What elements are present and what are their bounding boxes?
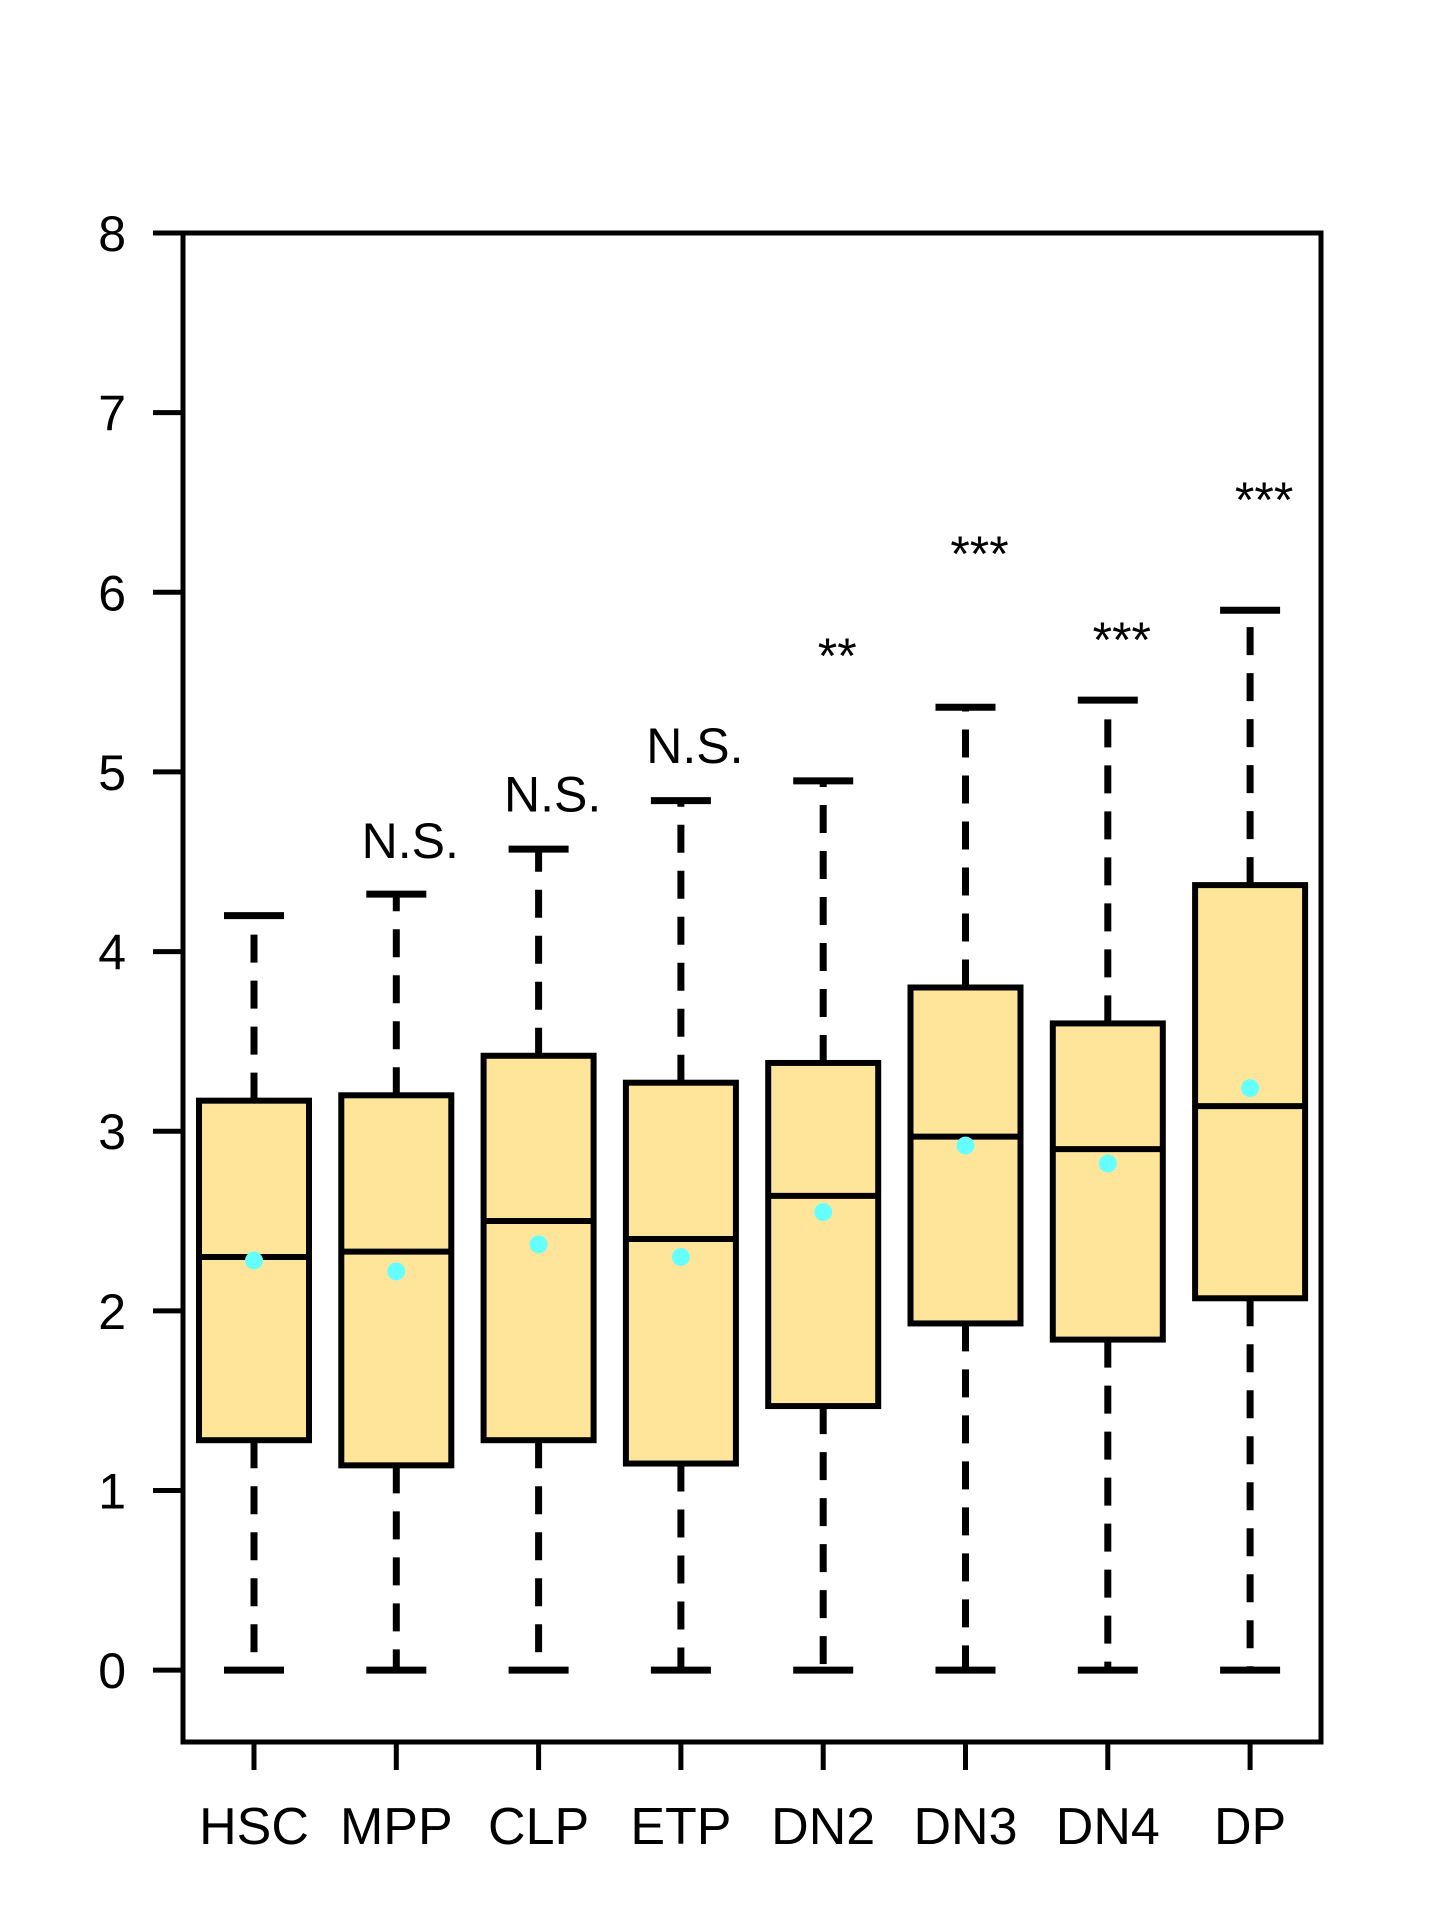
y-tick-label: 6 xyxy=(98,565,126,621)
x-tick-label: DP xyxy=(1214,1798,1286,1856)
iqr-box xyxy=(622,1079,739,1467)
mean-marker xyxy=(956,1136,975,1155)
significance-label: *** xyxy=(1093,612,1151,668)
y-tick-label: 3 xyxy=(98,1104,126,1160)
y-tick-label: 5 xyxy=(98,745,126,801)
significance-annotations: N.S.N.S.N.S.*********** xyxy=(362,472,1294,869)
iqr-box xyxy=(196,1097,312,1444)
iqr-box xyxy=(1049,1020,1166,1343)
significance-label: N.S. xyxy=(646,718,743,774)
y-tick-label: 7 xyxy=(98,386,126,442)
y-tick-label: 0 xyxy=(98,1643,126,1699)
mean-marker xyxy=(245,1251,263,1270)
box-clp xyxy=(480,845,597,1674)
significance-label: *** xyxy=(1235,472,1293,528)
significance-label: N.S. xyxy=(504,766,601,822)
y-tick-label: 2 xyxy=(98,1284,126,1340)
mean-marker xyxy=(387,1262,406,1281)
y-tick-label: 8 xyxy=(98,206,126,262)
mean-marker xyxy=(814,1203,833,1222)
box-etp xyxy=(622,797,739,1674)
significance-label: *** xyxy=(950,526,1008,582)
box-series xyxy=(196,606,1309,1674)
box-hsc xyxy=(196,912,312,1674)
plot-frame xyxy=(180,230,1324,1745)
significance-label: ** xyxy=(818,628,857,684)
y-tick-label: 4 xyxy=(98,925,126,981)
iqr-box xyxy=(765,1059,882,1410)
box-dn3 xyxy=(907,703,1024,1674)
mean-marker xyxy=(671,1247,690,1266)
x-tick-label: CLP xyxy=(488,1798,589,1856)
x-tick-label: DN4 xyxy=(1056,1798,1160,1856)
mean-marker xyxy=(1241,1079,1260,1098)
x-tick-label: ETP xyxy=(630,1798,731,1856)
mean-marker xyxy=(529,1235,548,1254)
x-tick-label: DN3 xyxy=(913,1798,1017,1856)
y-tick-label: 1 xyxy=(98,1464,126,1520)
iqr-box xyxy=(907,984,1024,1327)
box-dn4 xyxy=(1049,696,1166,1674)
x-axis: HSC MPP CLP ETP DN2 DN3 DN4 DP xyxy=(199,1742,1286,1856)
x-tick-label: MPP xyxy=(340,1798,453,1856)
x-tick-label: DN2 xyxy=(771,1798,875,1856)
significance-label: N.S. xyxy=(362,813,459,869)
y-axis: 0 1 2 3 4 5 6 7 8 xyxy=(98,206,183,1699)
mean-marker xyxy=(1098,1154,1117,1173)
box-dp xyxy=(1192,606,1309,1674)
box-dn2 xyxy=(765,777,882,1674)
x-tick-label: HSC xyxy=(199,1798,309,1856)
box-mpp xyxy=(338,890,455,1674)
